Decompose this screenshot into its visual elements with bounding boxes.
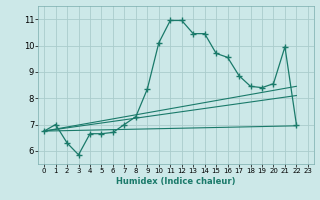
X-axis label: Humidex (Indice chaleur): Humidex (Indice chaleur)	[116, 177, 236, 186]
